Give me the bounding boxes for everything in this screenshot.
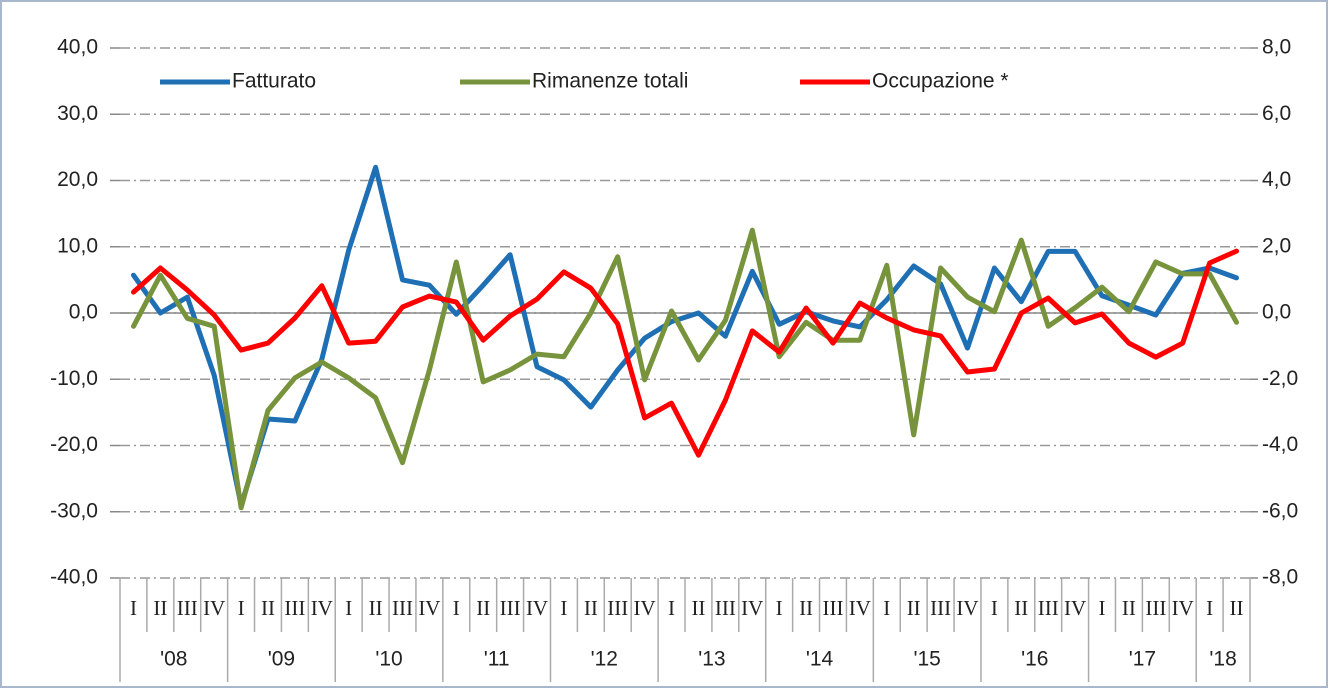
x-tick-label: I	[1099, 596, 1106, 620]
data-line	[131, 164, 1239, 508]
x-tick-label: I	[345, 596, 352, 620]
x-tick-label: II	[584, 596, 598, 620]
x-tick-label: I	[453, 596, 460, 620]
x-group-label: '18	[1209, 648, 1236, 671]
data-line	[131, 227, 1239, 511]
x-tick-label: IV	[849, 596, 871, 620]
x-tick-label: II	[369, 596, 383, 620]
x-group-label: '14	[806, 648, 834, 671]
x-tick-label: III	[1145, 596, 1166, 620]
data-line	[131, 248, 1239, 458]
y-tick-label: 0,0	[69, 301, 98, 324]
x-tick-label: III	[822, 596, 843, 620]
x-tick-label: III	[177, 596, 198, 620]
x-group-label: '10	[375, 648, 402, 671]
x-tick-label: III	[284, 596, 305, 620]
x-tick-label: III	[392, 596, 413, 620]
y-tick-label: -10,0	[50, 367, 98, 390]
x-tick-label: IV	[1172, 596, 1194, 620]
y2-tick-label: -8,0	[1262, 566, 1298, 589]
x-group-label: '16	[1021, 648, 1048, 671]
y-tick-label: -20,0	[50, 433, 98, 456]
y-tick-label: 40,0	[57, 36, 98, 59]
y2-tick-label: 4,0	[1262, 168, 1291, 191]
x-tick-label: IV	[1064, 596, 1086, 620]
x-tick-label: II	[1122, 596, 1136, 620]
y2-tick-label: 8,0	[1262, 36, 1291, 59]
x-tick-label: III	[1038, 596, 1059, 620]
x-tick-label: II	[153, 596, 167, 620]
y2-tick-label: 2,0	[1262, 234, 1291, 257]
y-tick-label: 20,0	[57, 168, 98, 191]
y2-tick-label: 0,0	[1262, 301, 1291, 324]
y2-tick-label: -4,0	[1262, 433, 1298, 456]
y-tick-label: 30,0	[57, 102, 98, 125]
x-tick-label: IV	[956, 596, 978, 620]
x-tick-label: II	[476, 596, 490, 620]
x-tick-label: I	[1206, 596, 1213, 620]
legend-label: Rimanenze totali	[532, 70, 688, 93]
x-tick-label: II	[799, 596, 813, 620]
x-tick-label: III	[715, 596, 736, 620]
x-tick-label: II	[1014, 596, 1028, 620]
x-tick-label: IV	[418, 596, 440, 620]
legend-label: Fatturato	[232, 70, 316, 93]
x-group-label: '17	[1129, 648, 1156, 671]
x-group-label: '08	[160, 648, 187, 671]
y-tick-label: -40,0	[50, 566, 98, 589]
x-tick-label: IV	[741, 596, 763, 620]
x-group-label: '13	[698, 648, 725, 671]
x-tick-label: I	[883, 596, 890, 620]
x-tick-label: IV	[311, 596, 333, 620]
legend-label: Occupazione *	[872, 70, 1009, 93]
x-tick-label: III	[607, 596, 628, 620]
x-tick-label: IV	[526, 596, 548, 620]
x-tick-label: II	[261, 596, 275, 620]
x-tick-label: I	[560, 596, 567, 620]
y2-tick-label: 6,0	[1262, 102, 1291, 125]
x-tick-label: III	[500, 596, 521, 620]
x-tick-label: IV	[634, 596, 656, 620]
x-tick-label: III	[930, 596, 951, 620]
x-group-label: '12	[591, 648, 618, 671]
x-tick-label: II	[907, 596, 921, 620]
x-tick-label: I	[130, 596, 137, 620]
x-tick-label: I	[991, 596, 998, 620]
y2-tick-label: -6,0	[1262, 499, 1298, 522]
x-group-label: '11	[484, 648, 510, 671]
x-tick-label: IV	[203, 596, 225, 620]
x-tick-label: I	[776, 596, 783, 620]
x-tick-label: I	[238, 596, 245, 620]
y2-tick-label: -2,0	[1262, 367, 1298, 390]
x-tick-label: II	[691, 596, 705, 620]
y-tick-label: -30,0	[50, 499, 98, 522]
x-group-label: '09	[268, 648, 295, 671]
x-tick-label: I	[668, 596, 675, 620]
x-tick-label: II	[1230, 596, 1244, 620]
x-group-label: '15	[913, 648, 940, 671]
y-tick-label: 10,0	[57, 234, 98, 257]
